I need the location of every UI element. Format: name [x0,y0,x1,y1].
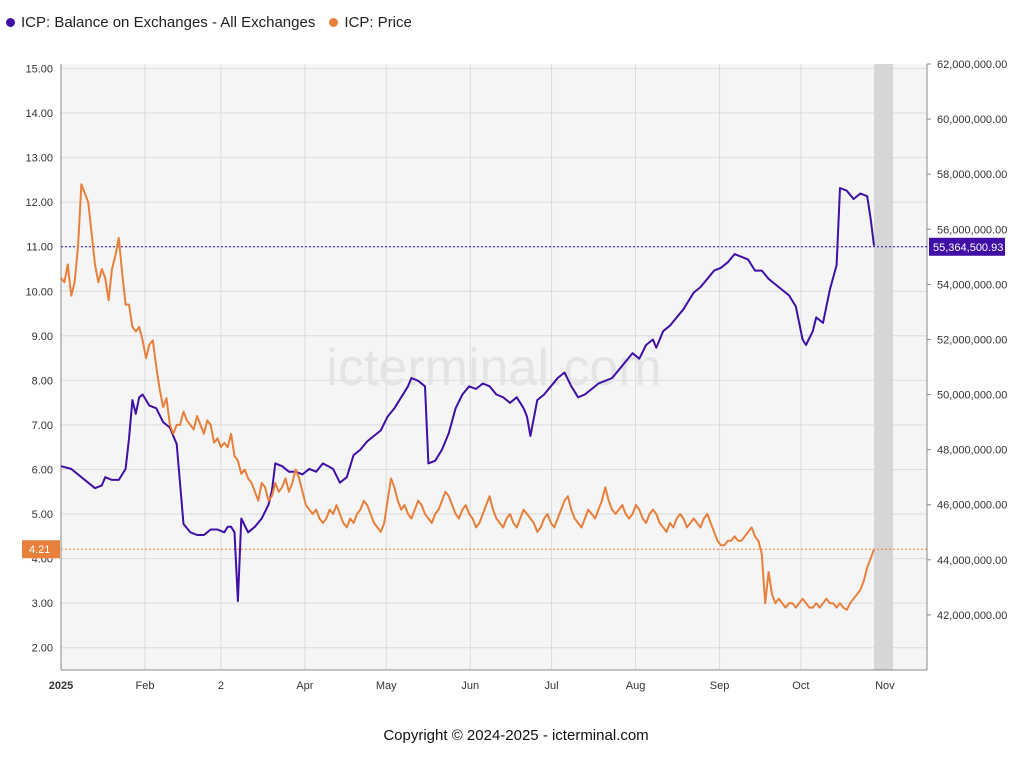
x-tick-label: Apr [296,680,313,692]
left-tick-label: 12.00 [25,197,53,209]
price-value-text: 4.21 [29,544,50,556]
right-tick-label: 58,000,000.00 [937,169,1007,181]
left-tick-label: 5.00 [32,509,53,521]
right-tick-label: 56,000,000.00 [937,224,1007,236]
x-tick-label: Aug [626,680,646,692]
price-value-badge [22,540,60,559]
left-tick-label: 6.00 [32,464,53,476]
x-tick-label: May [376,680,397,692]
right-tick-label: 48,000,000.00 [937,445,1007,457]
price-series-line[interactable] [60,183,875,611]
left-tick-label: 9.00 [32,331,53,343]
right-tick-label: 50,000,000.00 [937,390,1007,402]
right-tick-label: 46,000,000.00 [937,500,1007,512]
x-tick-label: Feb [136,680,155,692]
left-tick-label: 10.00 [25,286,53,298]
left-tick-label: 13.00 [25,153,53,165]
balance-value-text: 55,364,500.93 [933,242,1003,254]
left-tick-label: 2.00 [32,643,53,655]
x-tick-label: Jun [461,680,479,692]
left-tick-label: 8.00 [32,375,53,387]
chart-canvas[interactable]: 15.00 14.00 13.00 12.00 11.00 10.00 9.00 8.00 7.… [0,0,1032,700]
left-tick-label: 15.00 [25,63,53,75]
right-tick-label: 42,000,000.00 [937,610,1007,622]
plot-area[interactable] [61,64,927,670]
legend-item-price[interactable]: ICP: Price [329,14,412,31]
balance-series-line[interactable] [60,187,875,603]
x-tick-label: Jul [544,680,558,692]
right-tick-label: 52,000,000.00 [937,334,1007,346]
right-tick-label: 54,000,000.00 [937,279,1007,291]
left-tick-label: 3.00 [32,598,53,610]
x-tick-label: 2 [218,680,224,692]
legend-dot-balance [6,18,15,27]
x-tick-label: Nov [875,680,895,692]
highlight-band [874,64,893,670]
right-tick-label: 62,000,000.00 [937,59,1007,71]
legend-label-balance: ICP: Balance on Exchanges - All Exchange… [21,14,316,31]
x-tick-label: 2025 [49,680,73,692]
left-tick-label: 7.00 [32,420,53,432]
x-tick-label: Sep [710,680,730,692]
balance-value-badge [929,237,1005,256]
chart-legend: ICP: Balance on Exchanges - All Exchange… [6,14,412,31]
right-tick-label: 60,000,000.00 [937,114,1007,126]
left-tick-label: 11.00 [26,242,53,254]
left-tick-label: 14.00 [25,108,53,120]
legend-item-balance[interactable]: ICP: Balance on Exchanges - All Exchange… [6,14,315,31]
legend-dot-price [329,18,339,27]
legend-label-price: ICP: Price [344,14,412,31]
right-tick-label: 44,000,000.00 [937,555,1007,567]
x-tick-label: Oct [792,680,809,692]
watermark-text: icterminal.com [326,339,661,397]
copyright-text: Copyright © 2024-2025 - icterminal.com [383,727,649,744]
